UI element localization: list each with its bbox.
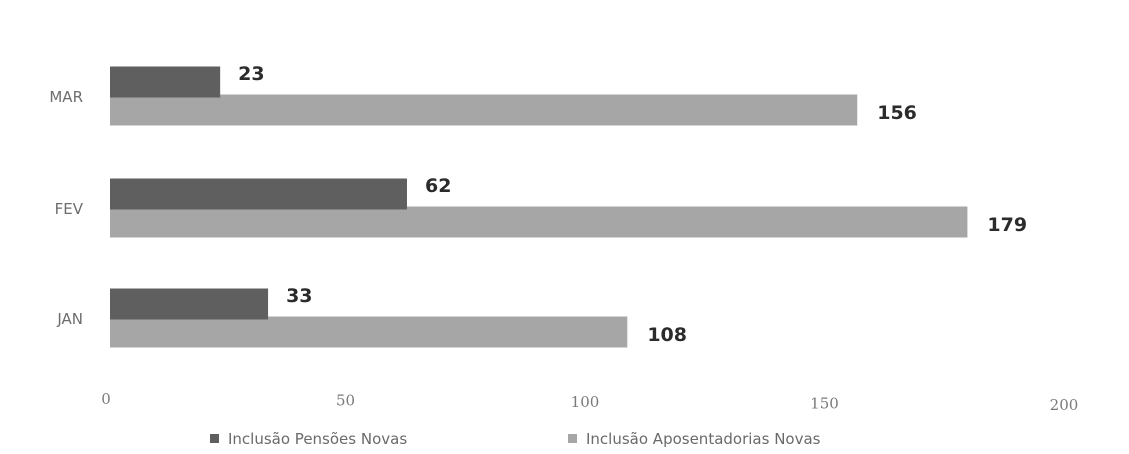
category-label-fev: FEV	[55, 200, 84, 218]
x-tick-label-200: 200	[1050, 396, 1079, 414]
data-label-jan-series-2: 108	[647, 324, 687, 346]
x-axis-ticks: 0 50 100 150 200	[101, 390, 1078, 414]
category-label-mar: MAR	[49, 88, 83, 106]
bar-jan-series-2	[110, 316, 628, 348]
category-label-jan: JAN	[56, 310, 83, 328]
data-label-fev-series-1: 62	[425, 175, 451, 197]
x-tick-label-150: 150	[810, 395, 839, 413]
bar-fev-series-1	[110, 178, 407, 210]
data-label-mar-series-2: 156	[877, 102, 917, 124]
category-labels-layer: JAN FEV MAR	[49, 88, 83, 328]
legend: Inclusão Pensões Novas Inclusão Aposenta…	[210, 430, 821, 448]
x-tick-label-50: 50	[336, 392, 355, 410]
legend-swatch-series-2	[568, 434, 577, 443]
bars-layer	[110, 66, 968, 348]
data-labels-layer: 33 62 23 108 179 156	[238, 63, 1027, 346]
bar-jan-series-1	[110, 288, 269, 320]
data-label-fev-series-2: 179	[987, 214, 1027, 236]
legend-swatch-series-1	[210, 434, 219, 443]
data-label-mar-series-1: 23	[238, 63, 264, 85]
bar-mar-series-1	[110, 66, 221, 98]
x-tick-label-0: 0	[101, 390, 111, 408]
legend-label-series-1: Inclusão Pensões Novas	[228, 430, 407, 448]
bar-fev-series-2	[110, 206, 968, 238]
data-label-jan-series-1: 33	[286, 285, 312, 307]
legend-label-series-2: Inclusão Aposentadorias Novas	[586, 430, 821, 448]
bar-mar-series-2	[110, 94, 858, 126]
x-tick-label-100: 100	[571, 393, 600, 411]
